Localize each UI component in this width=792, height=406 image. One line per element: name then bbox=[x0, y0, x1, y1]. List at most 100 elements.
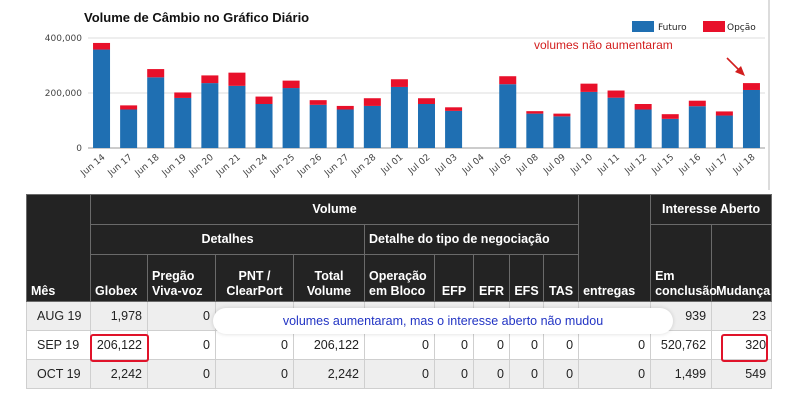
legend-label-opcao: Opção bbox=[727, 23, 756, 33]
bar-opcao bbox=[120, 105, 138, 110]
x-tick-label: Jul 04 bbox=[460, 152, 487, 177]
table-cell: 0 bbox=[509, 330, 544, 360]
bar-opcao bbox=[634, 104, 652, 110]
bar-opcao bbox=[445, 107, 463, 111]
table-cell: 23 bbox=[711, 301, 773, 331]
group-header-detalhes: Detalhes bbox=[90, 224, 365, 255]
table-cell: 0 bbox=[473, 359, 510, 389]
y-axis: 400,000 200,000 0 bbox=[45, 34, 82, 154]
x-tick-label: Jul 02 bbox=[406, 153, 432, 177]
group-header-volume: Volume bbox=[89, 194, 580, 225]
bar-futuro bbox=[147, 77, 165, 148]
x-tick-label: Jul 10 bbox=[568, 152, 595, 177]
x-tick-label: Jul 18 bbox=[731, 152, 758, 177]
bar-futuro bbox=[228, 85, 246, 148]
x-tick-label: Jul 16 bbox=[677, 152, 704, 177]
x-tick-label: Jul 12 bbox=[623, 153, 649, 177]
bar-futuro bbox=[93, 49, 111, 148]
x-tick-label: Jun 27 bbox=[322, 153, 351, 180]
y-tick-label: 400,000 bbox=[45, 34, 82, 44]
bar-opcao bbox=[147, 69, 165, 78]
bar-futuro bbox=[607, 97, 625, 148]
bar-futuro bbox=[120, 109, 138, 148]
col-header-mes: Mês bbox=[26, 194, 91, 302]
x-tick-label: Jul 15 bbox=[650, 153, 676, 177]
x-tick-label: Jun 19 bbox=[160, 152, 189, 179]
table-cell: 1,499 bbox=[650, 359, 713, 389]
table-cell: 0 bbox=[578, 330, 652, 360]
x-tick-label: Jul 01 bbox=[379, 153, 405, 177]
table-cell: 0 bbox=[542, 330, 580, 360]
bar-opcao bbox=[390, 79, 408, 87]
bar-futuro bbox=[363, 105, 381, 148]
table-cell: 0 bbox=[215, 359, 294, 389]
table-cell: 0 bbox=[215, 330, 294, 360]
table-cell: 0 bbox=[147, 359, 216, 389]
bar-opcao bbox=[363, 98, 381, 106]
bar-opcao bbox=[526, 111, 544, 114]
legend-label-futuro: Futuro bbox=[658, 23, 687, 33]
table-cell: 206,122 bbox=[293, 330, 365, 360]
bar-futuro bbox=[580, 91, 598, 148]
table-cell: 2,242 bbox=[293, 359, 365, 389]
y-tick-label: 0 bbox=[76, 144, 82, 154]
bar-futuro bbox=[445, 110, 463, 148]
bar-opcao bbox=[309, 100, 327, 105]
chart-legend: Futuro Opção bbox=[632, 21, 756, 33]
table-cell: 1,978 bbox=[90, 301, 148, 331]
bar-futuro bbox=[634, 109, 652, 148]
x-tick-label: Jun 24 bbox=[241, 152, 270, 179]
chart-border bbox=[768, 0, 770, 190]
legend-swatch-opcao bbox=[703, 21, 725, 32]
bar-opcao bbox=[688, 100, 706, 107]
bar-futuro bbox=[742, 89, 760, 148]
x-tick-label: Jul 03 bbox=[433, 153, 459, 177]
table-cell: 0 bbox=[434, 359, 474, 389]
bar-opcao bbox=[418, 98, 435, 104]
x-tick-label: Jun 28 bbox=[349, 152, 378, 179]
highlight-globex-sep19 bbox=[90, 334, 149, 362]
row-month: AUG 19 bbox=[26, 301, 91, 331]
bar-opcao bbox=[174, 92, 192, 98]
group-header-interesse-aberto: Interesse Aberto bbox=[650, 194, 773, 225]
bar-futuro bbox=[553, 116, 571, 148]
table-cell: 0 bbox=[473, 330, 510, 360]
col-header-total-volume: Total Volume bbox=[293, 254, 365, 302]
table-cell: 520,762 bbox=[650, 330, 713, 360]
table-row: SEP 19 206,122 0 0 206,122 0 0 0 0 0 0 520,762 320 bbox=[26, 330, 773, 360]
bar-opcao bbox=[499, 76, 517, 85]
volume-table: Mês Volume entregas Interesse Aberto Det… bbox=[26, 194, 773, 389]
volume-chart: Volume de Câmbio no Gráfico Diário Futur… bbox=[45, 10, 765, 180]
x-tick-label: Jul 11 bbox=[596, 153, 622, 177]
table-cell: 0 bbox=[578, 359, 652, 389]
bar-futuro bbox=[282, 88, 300, 148]
bar-opcao bbox=[282, 80, 300, 89]
x-tick-label: Jun 18 bbox=[133, 152, 162, 179]
chart-title: Volume de Câmbio no Gráfico Diário bbox=[84, 10, 309, 25]
row-month: OCT 19 bbox=[26, 359, 91, 389]
y-tick-label: 200,000 bbox=[45, 89, 82, 99]
col-header-entregas: entregas bbox=[578, 194, 652, 302]
table-cell: 549 bbox=[711, 359, 773, 389]
group-header-detalhe-tipo: Detalhe do tipo de negociação bbox=[363, 224, 580, 255]
bar-opcao bbox=[580, 83, 598, 92]
bar-opcao bbox=[255, 96, 273, 104]
row-month: SEP 19 bbox=[26, 330, 91, 360]
bar-opcao bbox=[228, 72, 246, 86]
table-cell: 0 bbox=[147, 301, 216, 331]
x-tick-label: Jun 21 bbox=[214, 153, 243, 180]
annotation-arrow bbox=[726, 57, 745, 76]
bar-futuro bbox=[418, 104, 435, 148]
table-cell: 0 bbox=[147, 330, 216, 360]
bar-futuro bbox=[174, 97, 192, 148]
x-tick-label: Jun 20 bbox=[187, 152, 216, 179]
chart-annotation: volumes não aumentaram bbox=[534, 38, 673, 52]
bar-futuro bbox=[661, 118, 679, 148]
col-header-efr: EFR bbox=[473, 254, 510, 302]
bar-futuro bbox=[390, 86, 408, 148]
bar-futuro bbox=[715, 115, 733, 148]
callout-note: volumes aumentaram, mas o interesse aber… bbox=[213, 308, 673, 334]
table-cell: 0 bbox=[434, 330, 474, 360]
x-tick-label: Jul 05 bbox=[487, 153, 513, 177]
bar-opcao bbox=[661, 114, 679, 119]
